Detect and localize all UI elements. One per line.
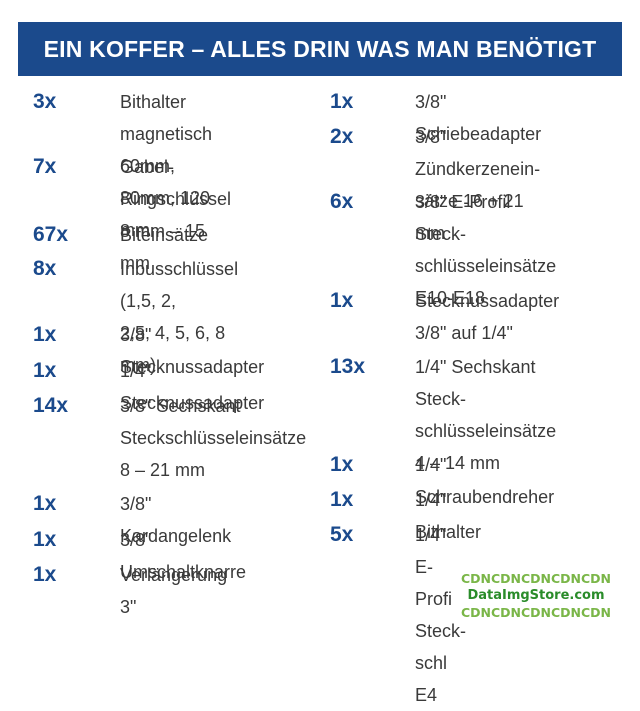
item-description: 3/8" E-Profil Steck- schlüsseleinsätze E… (415, 192, 557, 308)
item-quantity: 1x (33, 563, 57, 586)
item-description: 3/8" Schiebeadapter (415, 92, 542, 144)
item-quantity: 1x (33, 528, 57, 551)
item-quantity: 1x (330, 453, 354, 476)
item-description: 1/4" Sechskant Steck- schlüsseleinsätze … (415, 357, 557, 473)
item-description: Gabel-Ringschlüssel 8 mm – 15 mm (120, 157, 232, 273)
item-description: 1/4" Bithalter (415, 490, 482, 542)
item-quantity: 67x (33, 223, 69, 246)
item-quantity: 1x (330, 289, 354, 312)
item-quantity: 1x (33, 492, 57, 515)
item-quantity: 1x (330, 488, 354, 511)
item-quantity: 13x (330, 355, 366, 378)
item-quantity: 1x (330, 90, 354, 113)
item-quantity: 2x (330, 125, 354, 148)
watermark: CDNCDNCDNCDNCDN DataImgStore.com CDNCDNC… (458, 570, 614, 621)
watermark-backdrop (452, 566, 622, 622)
header-banner: EIN KOFFER – ALLES DRIN WAS MAN BENÖTIGT (18, 22, 622, 76)
item-description: 3/8" Sechskant Steckschlüsseleinsätze 8 … (120, 396, 307, 480)
item-quantity: 8x (33, 257, 57, 280)
item-quantity: 1x (33, 323, 57, 346)
item-quantity: 6x (330, 190, 354, 213)
item-description: 3/8" Zündkerzenein- sätze 16 + 21 mm (415, 127, 541, 243)
watermark-line: CDNCDNCDNCDNCDN (460, 605, 612, 620)
item-description: 3/8" Stecknussadapter (120, 325, 265, 377)
item-description: Verlängerung 3" (120, 565, 228, 617)
item-description: 3/8" Kardangelenk (120, 494, 232, 546)
item-description: 3/8" Umschaltknarre (120, 530, 247, 582)
item-description: Biteinsätze (120, 225, 209, 245)
item-quantity: 7x (33, 155, 57, 178)
item-quantity: 5x (330, 523, 354, 546)
item-quantity: 1x (33, 359, 57, 382)
watermark-site: DataImgStore.com (467, 588, 605, 603)
item-description: 1/4" Stecknussadapter (120, 361, 265, 413)
item-description: 1/4" Schraubendreher (415, 455, 555, 507)
item-quantity: 14x (33, 394, 69, 417)
item-description: Bithalter magnetisch 60mm, 80mm, 120 mm (120, 92, 213, 240)
item-description: Stecknussadapter 3/8" auf 1/4" (415, 291, 560, 343)
item-description: Inbusschlüssel (1,5, 2, 2,5, 4, 5, 6, 8 … (120, 259, 239, 375)
banner-title: EIN KOFFER – ALLES DRIN WAS MAN BENÖTIGT (43, 35, 597, 62)
watermark-line: CDNCDNCDNCDNCDN (460, 571, 612, 586)
item-quantity: 3x (33, 90, 57, 113)
